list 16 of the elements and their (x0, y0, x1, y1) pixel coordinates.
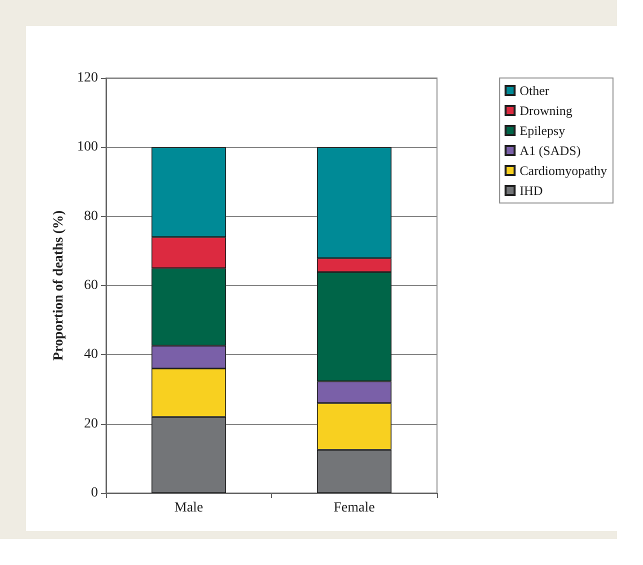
legend-label: Drowning (520, 103, 573, 118)
y-tick-label: 80 (84, 208, 98, 224)
y-tick-label: 100 (77, 140, 98, 155)
x-tick-label: Male (174, 500, 204, 516)
legend-label: A1 (SADS) (520, 143, 581, 158)
y-tick-label: 20 (84, 416, 98, 432)
legend-label: Cardiomyopathy (520, 163, 608, 178)
y-tick-label: 0 (91, 486, 98, 500)
y-axis-title: Proportion of deaths (%) (52, 210, 66, 361)
y-tick-label: 40 (84, 347, 98, 362)
x-tick-label: Female (334, 500, 375, 516)
legend-label: Other (520, 83, 550, 98)
legend-label: IHD (520, 183, 543, 198)
y-tick-label: 60 (84, 278, 98, 293)
y-tick-label: 120 (77, 70, 98, 86)
legend-label: Epilepsy (520, 123, 566, 138)
